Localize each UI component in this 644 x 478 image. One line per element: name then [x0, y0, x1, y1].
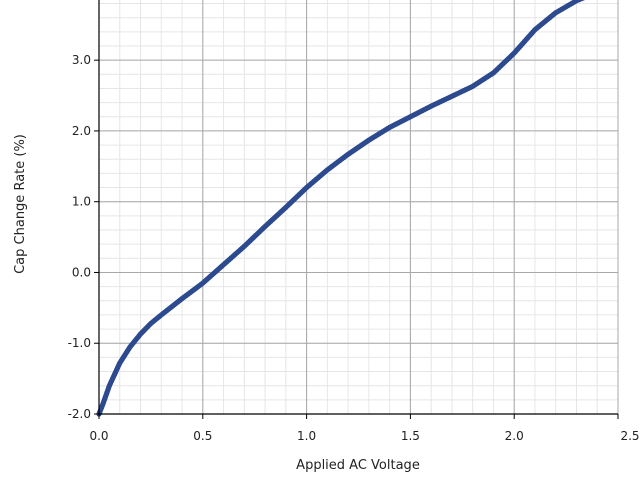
x-tick-label: 2.0 — [505, 429, 524, 443]
x-tick-label: 1.0 — [297, 429, 316, 443]
x-tick-label: 2.5 — [620, 429, 639, 443]
major-grid — [98, 0, 619, 415]
axes-layer — [98, 0, 618, 415]
y-tick-label: 0.0 — [72, 265, 91, 279]
x-tick-label: 0.5 — [193, 429, 212, 443]
y-tick-label: 1.0 — [72, 195, 91, 209]
data-point — [579, 0, 584, 2]
x-tick-label: 0.0 — [89, 429, 108, 443]
series-line — [96, 0, 585, 417]
y-axis-label: Cap Change Rate (%) — [13, 134, 28, 274]
minor-grid — [98, 0, 619, 415]
y-tick-label: 3.0 — [72, 53, 91, 67]
y-tick-label: -1.0 — [68, 336, 91, 350]
tick-layer: 0.0 0.5 1.0 1.5 2.0 2.5 -2.0 -1.0 0.0 1.0 2.0 3.0 — [68, 53, 640, 443]
y-tick-label: -2.0 — [68, 407, 91, 421]
x-tick-label: 1.5 — [401, 429, 420, 443]
x-axis-label: Applied AC Voltage — [296, 458, 420, 473]
series-layer — [96, 0, 586, 417]
y-tick-label: 2.0 — [72, 124, 91, 138]
